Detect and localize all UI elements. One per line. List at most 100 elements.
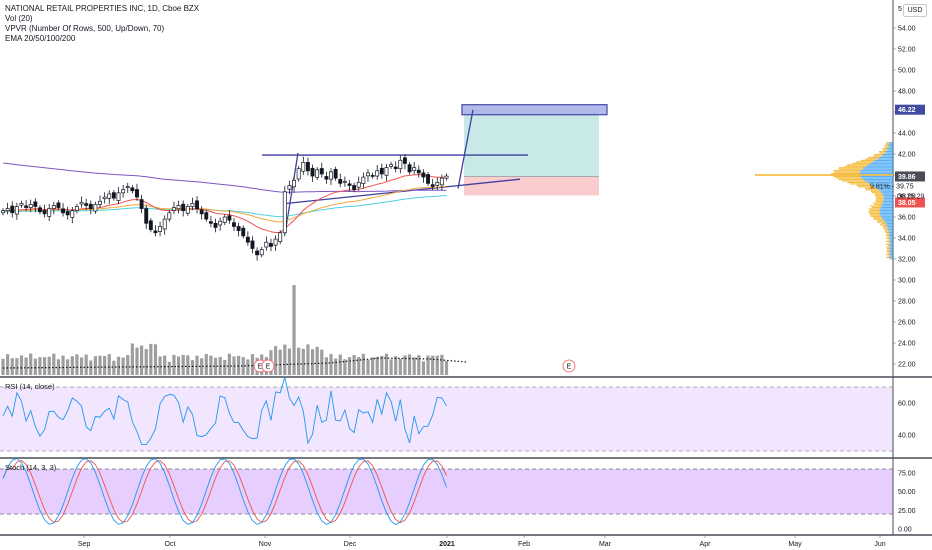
vpvr-up-row xyxy=(889,240,893,242)
vpvr-down-row xyxy=(884,228,889,231)
volume-bar xyxy=(421,361,426,375)
time-axis-label: Apr xyxy=(700,541,712,548)
vpvr-up-row xyxy=(882,155,893,157)
volume-bar xyxy=(398,358,402,375)
rsi-pane-title: RSI (14, close) xyxy=(5,382,55,391)
volume-bar xyxy=(375,356,379,375)
volume-bar xyxy=(357,357,361,375)
vpvr-down-row xyxy=(876,221,885,223)
price-axis-tick: 50.00 xyxy=(898,68,916,75)
volume-bar xyxy=(227,353,231,375)
vpvr-down-row xyxy=(856,161,873,163)
volume-bar xyxy=(38,357,42,375)
vpvr-down-row xyxy=(882,227,888,229)
candle-body xyxy=(51,205,56,209)
candle-body xyxy=(38,207,42,213)
volume-bar xyxy=(389,359,393,375)
vpvr-down-row xyxy=(877,220,885,222)
candle-body xyxy=(135,189,139,198)
candle-body xyxy=(426,174,430,184)
volume-bar xyxy=(209,355,213,375)
candle-body xyxy=(65,211,70,216)
candle-body xyxy=(47,208,52,217)
candle-body xyxy=(273,238,278,246)
vpvr-down-row xyxy=(885,142,890,144)
vpvr-down-row xyxy=(869,209,881,211)
volume-bar xyxy=(107,354,111,375)
vpvr-up-row xyxy=(879,211,893,213)
volume-bar xyxy=(56,359,61,375)
vpvr-down-row xyxy=(883,149,888,151)
target-box xyxy=(461,104,608,116)
volume-bar xyxy=(130,343,134,375)
earnings-marker xyxy=(562,359,576,373)
candle-body xyxy=(195,200,199,209)
vpvr-down-row xyxy=(868,211,880,213)
volume-ma-line xyxy=(2,357,467,369)
price-axis-tick: 32.00 xyxy=(898,257,916,264)
vpvr-up-row xyxy=(872,161,893,163)
vpvr-up-row xyxy=(860,175,893,178)
vpvr-down-row xyxy=(885,234,890,236)
vpvr-up-row xyxy=(887,225,893,228)
time-axis-label: Mar xyxy=(599,541,612,548)
volume-bar xyxy=(84,354,88,375)
volume-bar xyxy=(324,357,328,375)
vpvr-up-row xyxy=(867,164,893,166)
candle-body xyxy=(342,180,347,183)
candle-body xyxy=(144,208,149,224)
vpvr-down-row xyxy=(883,225,888,228)
candle-body xyxy=(315,169,320,178)
candle-body xyxy=(296,168,301,180)
volume-bar xyxy=(320,349,324,375)
vpvr-up-row xyxy=(877,158,893,160)
vpvr-up-row xyxy=(883,200,893,203)
candle-body xyxy=(379,167,384,175)
volume-bar xyxy=(181,354,185,375)
candle-body xyxy=(19,203,24,206)
price-axis-tick: 52.00 xyxy=(898,47,916,54)
vpvr-down-row xyxy=(878,150,886,153)
vpvr-down-row xyxy=(860,159,876,162)
candle-body xyxy=(107,193,112,199)
volume-bar xyxy=(301,348,305,375)
vpvr-up-row xyxy=(863,168,893,170)
volume-bar xyxy=(213,357,218,375)
candle-body xyxy=(130,187,135,192)
vpvr-down-row xyxy=(887,248,890,250)
support-trend-line xyxy=(286,178,521,204)
volume-bar xyxy=(329,353,333,375)
vpvr-down-row xyxy=(873,217,883,219)
currency-badge[interactable]: USD xyxy=(903,4,927,17)
vpvr-down-row xyxy=(873,218,883,220)
chart-legend: NATIONAL RETAIL PROPERTIES INC, 1D, Cboe… xyxy=(5,4,199,44)
vpvr-down-row xyxy=(882,148,888,150)
candle-body xyxy=(185,206,190,214)
volume-bar xyxy=(19,355,24,375)
vpvr-down-row xyxy=(885,143,889,145)
vpvr-up-row xyxy=(860,170,893,172)
candle-body xyxy=(70,210,75,218)
vpvr-down-row xyxy=(886,249,890,251)
volume-bar xyxy=(33,358,37,375)
vpvr-up-row xyxy=(864,180,893,182)
volume-bar xyxy=(310,349,315,375)
candle-body xyxy=(324,176,329,180)
price-axis-tick: 42.00 xyxy=(898,152,916,159)
vpvr-down-row xyxy=(852,162,871,164)
rsi-line xyxy=(2,375,447,446)
bar-countdown-label: 06:25:29 xyxy=(897,193,924,200)
vpvr-up-row xyxy=(889,256,893,259)
vpvr-up-row xyxy=(882,218,893,220)
volume-bar xyxy=(135,347,139,375)
vpvr-up-row xyxy=(888,231,893,234)
vpvr-legend: VPVR (Number Of Rows, 500, Up/Down, 70) xyxy=(5,24,165,33)
volume-bar xyxy=(6,354,10,375)
volume-bar xyxy=(273,346,278,375)
candle-body xyxy=(416,169,421,174)
candle-body xyxy=(412,167,417,171)
volume-legend: Vol (20) xyxy=(5,14,33,23)
candle-body xyxy=(42,210,47,215)
vpvr-up-row xyxy=(887,149,893,151)
